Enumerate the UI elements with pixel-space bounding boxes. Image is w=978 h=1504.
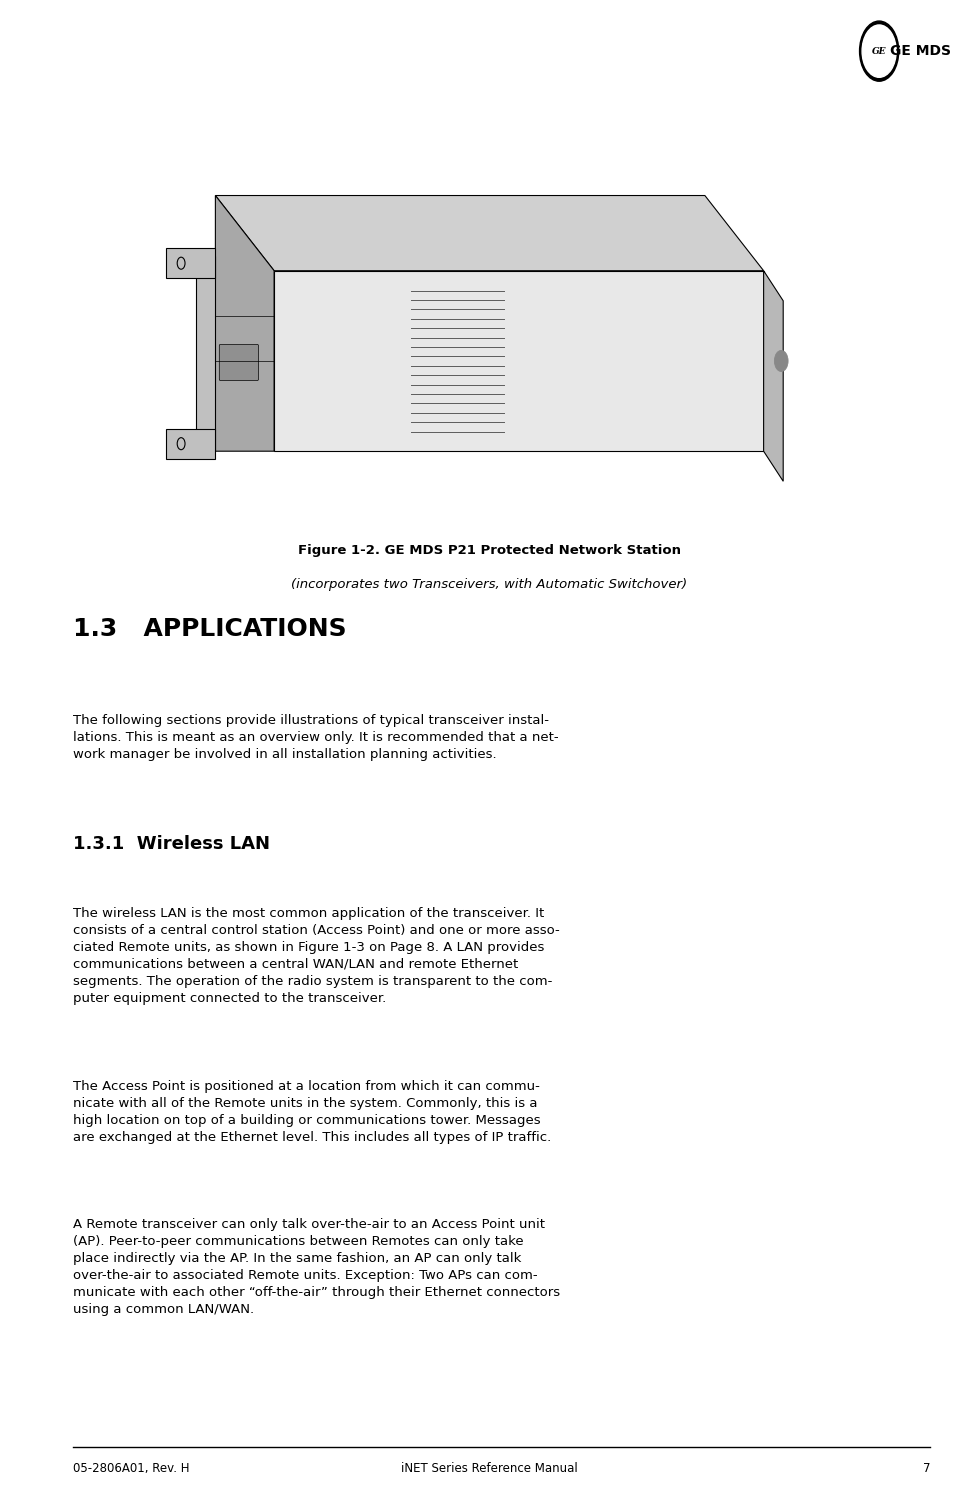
Text: A Remote transceiver can only talk over-the-air to an Access Point unit
(AP). Pe: A Remote transceiver can only talk over-…: [73, 1218, 560, 1316]
Polygon shape: [196, 256, 215, 451]
Polygon shape: [274, 271, 763, 451]
Polygon shape: [166, 248, 215, 278]
Text: 05-2806A01, Rev. H: 05-2806A01, Rev. H: [73, 1462, 190, 1475]
Text: iNET Series Reference Manual: iNET Series Reference Manual: [401, 1462, 577, 1475]
Text: The Access Point is positioned at a location from which it can commu-
nicate wit: The Access Point is positioned at a loca…: [73, 1080, 552, 1145]
Text: GE: GE: [871, 47, 885, 56]
FancyBboxPatch shape: [219, 344, 258, 381]
Polygon shape: [215, 196, 274, 451]
Text: The wireless LAN is the most common application of the transceiver. It
consists : The wireless LAN is the most common appl…: [73, 907, 559, 1005]
Text: 7: 7: [921, 1462, 929, 1475]
Text: 1.3   APPLICATIONS: 1.3 APPLICATIONS: [73, 617, 346, 641]
Circle shape: [862, 26, 895, 77]
Text: 1.3.1  Wireless LAN: 1.3.1 Wireless LAN: [73, 835, 270, 853]
Polygon shape: [763, 271, 782, 481]
Circle shape: [774, 350, 787, 371]
Circle shape: [859, 21, 898, 81]
Text: The following sections provide illustrations of typical transceiver instal-
lati: The following sections provide illustrat…: [73, 714, 558, 761]
Text: Figure 1-2. GE MDS P21 Protected Network Station: Figure 1-2. GE MDS P21 Protected Network…: [297, 544, 681, 558]
Polygon shape: [215, 196, 763, 271]
Text: (incorporates two Transceivers, with Automatic Switchover): (incorporates two Transceivers, with Aut…: [291, 578, 687, 591]
Polygon shape: [166, 429, 215, 459]
Text: GE MDS: GE MDS: [889, 44, 950, 59]
